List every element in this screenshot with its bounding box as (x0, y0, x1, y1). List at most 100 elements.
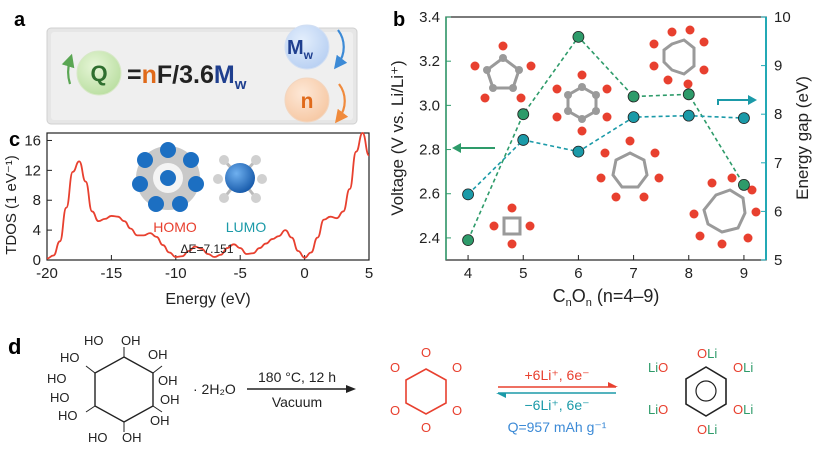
panel-a-label: a (14, 9, 26, 31)
y-left-label: Voltage (V vs. Li/Li⁺) (388, 60, 407, 215)
condition-top: 180 °C, 12 h (258, 369, 336, 385)
mw-arrow (333, 29, 348, 70)
molecule-c4o4 (502, 216, 522, 236)
condition-bottom: Vacuum (272, 394, 322, 410)
y-right-tick-label: 5 (774, 252, 782, 269)
voltage-point (572, 30, 585, 43)
reverse-arrowhead (496, 393, 506, 398)
molecule-c6o6 (566, 85, 598, 121)
molecule-c4o4-atoms (489, 203, 535, 249)
tdos-y-tick-label: 12 (24, 162, 41, 179)
tdos-x-tick-label: -20 (36, 265, 58, 282)
y-left-tick-label: 2.4 (419, 230, 440, 247)
x-tick-label: 6 (574, 265, 582, 282)
energy-gap-point (627, 111, 640, 124)
delta-e: ΔE=7.151 (180, 242, 233, 256)
hexol-oh-4: HO (60, 350, 80, 365)
voltage-axis-arrowhead (452, 143, 461, 153)
hydrate: · 2H₂O (193, 381, 236, 397)
tdos-y-tick-label: 4 (33, 222, 41, 239)
q-circle (76, 50, 122, 96)
x-tick-label: 7 (629, 265, 637, 282)
y-right-tick-label: 9 (774, 58, 782, 75)
hexol-oh-5: HO (47, 371, 67, 386)
voltage-point (738, 178, 750, 191)
formula: =nF/3.6Mw (127, 61, 247, 93)
voltage-point (627, 90, 640, 103)
formula-panel: Q =nF/3.6Mw Mw n (46, 24, 358, 125)
hexol-oh-12: OH (122, 430, 142, 445)
y-left-tick-label: 3.2 (419, 53, 440, 70)
mw-symbol: Mw (287, 37, 314, 62)
hexone-o-4: O (421, 420, 431, 435)
n-circle (284, 77, 330, 123)
molecule-c7o7 (611, 151, 649, 189)
y-left-tick-label: 3.0 (419, 97, 440, 114)
molecule-c6o6-atoms (552, 70, 612, 136)
tdos-x-tick-label: -10 (165, 265, 187, 282)
x-label: CnOn (n=4–9) (553, 286, 660, 309)
y-left-tick-label: 3.4 (419, 9, 440, 26)
hexol-oh-8: OH (160, 392, 180, 407)
hexol-oh-2: OH (121, 333, 141, 348)
n-symbol: n (301, 90, 314, 113)
y-left-tick-label: 2.6 (419, 186, 440, 203)
reaction-arrowhead (346, 385, 356, 393)
panel-c-label: c (9, 129, 20, 151)
aromatic-circle (695, 380, 717, 402)
y-right-tick-label: 7 (774, 155, 782, 172)
hexol-ring (94, 356, 154, 423)
capacity-label: Q=957 mAh g⁻¹ (508, 419, 607, 435)
voltage-point (462, 234, 474, 247)
chart-c-frame (46, 132, 370, 261)
molecule-c8o8 (662, 38, 696, 76)
x-tick-label: 8 (685, 265, 693, 282)
lumo-orbital (213, 155, 267, 203)
panel-b-label: b (393, 9, 405, 31)
hexone-o-1: O (421, 345, 431, 360)
molecule-c5o5 (485, 56, 521, 90)
li-benzene-ring (685, 366, 727, 417)
li-o-1: OLi (697, 346, 717, 361)
hexol-oh-11: HO (88, 430, 108, 445)
tdos-chart: TDOS (1 eV⁻¹) Energy (eV) -20 -15 -10 -5 0 5 0… (3, 132, 373, 308)
homo-label: HOMO (153, 219, 197, 235)
gap-axis-arrow (717, 99, 752, 105)
voltage-gap-chart: Voltage (V vs. Li/Li⁺) Energy gap (eV) C… (388, 9, 812, 309)
molecule-c9o9-atoms (689, 173, 761, 249)
li-o-4: OLi (697, 422, 717, 437)
y-right-label: Energy gap (eV) (793, 76, 812, 200)
tdos-y-tick-label: 8 (33, 192, 41, 209)
formula-inner (51, 32, 353, 120)
tdos-y-tick-label: 16 (24, 132, 41, 149)
hexone-o-6: O (390, 360, 400, 375)
forward-condition: +6Li⁺, 6e⁻ (525, 367, 590, 383)
tdos-x-tick-label: -5 (234, 265, 247, 282)
li-o-6: LiO (648, 360, 668, 375)
hexol-oh-6: OH (158, 373, 178, 388)
q-symbol: Q (90, 61, 107, 86)
tdos-line (46, 132, 370, 260)
gap-axis-arrowhead (748, 95, 757, 105)
reaction-scheme: HO OH OH HO HO OH HO OH HO OH HO OH · 2H… (47, 333, 753, 445)
hexol-oh-10: OH (150, 413, 170, 428)
tdos-ylabel: TDOS (1 eV⁻¹) (3, 155, 20, 255)
y-right-tick-label: 8 (774, 106, 782, 123)
hexol-oh-3: OH (148, 347, 168, 362)
energy-gap-point (462, 188, 474, 201)
energy-gap-point (738, 112, 750, 124)
molecule-c9o9 (702, 188, 747, 234)
reverse-condition: −6Li⁺, 6e⁻ (525, 397, 590, 413)
energy-gap-point (682, 109, 695, 122)
y-left-tick-label: 2.8 (419, 142, 440, 159)
tdos-xlabel: Energy (eV) (165, 291, 250, 308)
tdos-y-tick-label: 0 (33, 252, 41, 269)
hexone-ring (405, 368, 447, 415)
voltage-line (467, 35, 745, 241)
hexone-o-2: O (452, 360, 462, 375)
x-tick-label: 4 (464, 265, 472, 282)
y-right-tick-label: 6 (774, 203, 782, 220)
hexol-oh-7: HO (50, 390, 70, 405)
voltage-point (682, 88, 695, 101)
